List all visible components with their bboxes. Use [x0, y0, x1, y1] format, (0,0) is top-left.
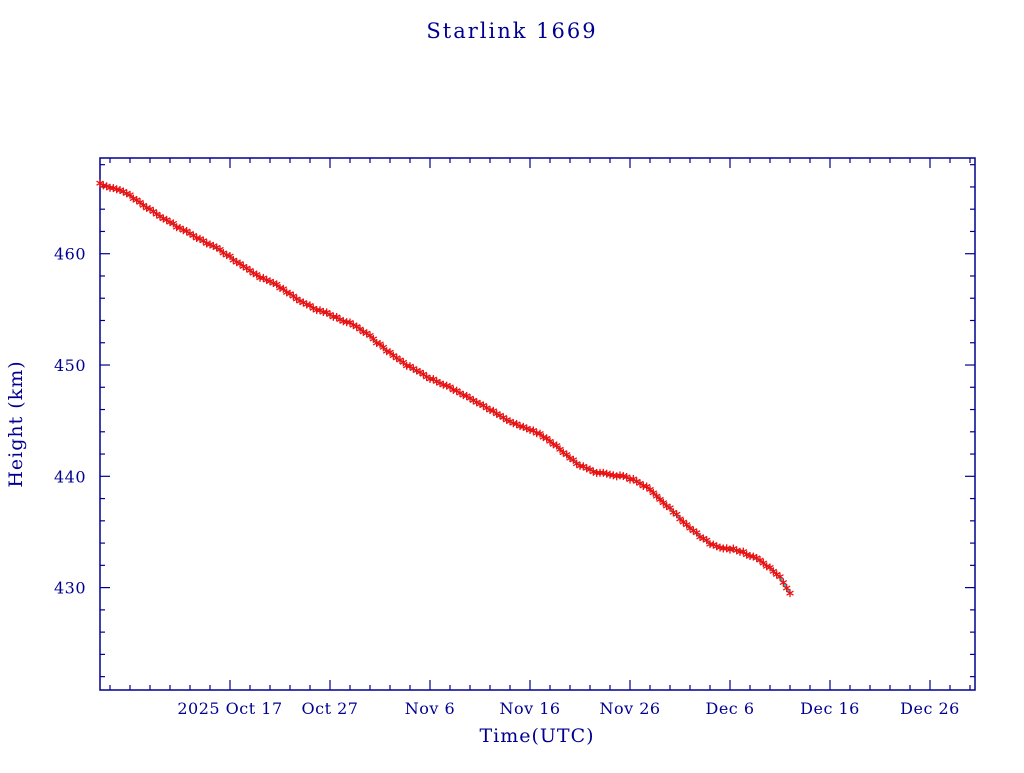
data-point-marker: [546, 437, 554, 446]
data-point-marker: [306, 301, 314, 310]
x-tick-label: Nov 6: [405, 699, 455, 718]
data-point-marker: [542, 434, 551, 443]
data-point-marker: [556, 445, 564, 454]
y-tick-label: 450: [54, 356, 86, 375]
data-point-marker: [776, 572, 784, 581]
data-point-marker: [756, 556, 764, 565]
x-tick-label: Dec 6: [705, 699, 754, 718]
data-point-marker: [759, 559, 768, 568]
chart-title: Starlink 1669: [426, 19, 597, 43]
data-point-marker: [419, 370, 428, 379]
data-point-marker: [786, 589, 794, 598]
data-point-marker: [739, 547, 748, 556]
x-tick-label: Dec 16: [800, 699, 860, 718]
data-point-marker: [679, 518, 688, 527]
data-point-marker: [399, 358, 408, 367]
data-point-marker: [246, 266, 254, 275]
data-point-marker: [289, 292, 298, 301]
data-point-marker: [676, 514, 684, 523]
x-tick-label: Oct 27: [302, 699, 359, 718]
data-point-marker: [782, 584, 791, 593]
x-tick-label: Dec 26: [900, 699, 960, 718]
y-axis-label: Height (km): [5, 360, 27, 487]
data-point-marker: [136, 198, 144, 207]
data-point-marker: [649, 488, 658, 497]
data-point-marker: [279, 284, 288, 293]
data-point-marker: [779, 578, 788, 587]
data-point-marker: [562, 450, 571, 459]
data-point-marker: [199, 236, 208, 245]
x-tick-label: 2025 Oct 17: [177, 699, 282, 718]
data-point-marker: [149, 207, 158, 216]
data-point-marker: [272, 280, 281, 289]
data-point-marker: [376, 339, 384, 348]
data-point-marker: [386, 348, 394, 357]
data-point-marker: [126, 190, 134, 199]
data-point-marker: [169, 219, 178, 228]
data-point-marker: [366, 331, 374, 340]
data-point-marker: [346, 318, 354, 327]
y-tick-label: 440: [54, 467, 86, 486]
data-point-marker: [216, 245, 224, 254]
data-point-marker: [236, 259, 244, 268]
data-point-marker: [642, 482, 651, 491]
plot-border: [99, 157, 976, 691]
x-axis-label: Time(UTC): [479, 725, 594, 747]
plot-area: 2025 Oct 17 Oct 27 Nov 6 Nov 16 Nov 26 Dec 6 D…: [54, 157, 976, 718]
data-point-marker: [489, 406, 498, 415]
data-point-marker: [646, 485, 654, 494]
data-point-marker: [529, 426, 538, 435]
x-tick-label: Nov 26: [599, 699, 660, 718]
y-tick-label: 460: [54, 245, 86, 264]
data-point-marker: [536, 429, 544, 438]
data-point-marker: [656, 495, 664, 504]
data-point-marker: [569, 455, 578, 464]
x-tick-label: Nov 16: [499, 699, 560, 718]
data-point-marker: [552, 441, 561, 450]
y-tick-label: 430: [54, 579, 86, 598]
data-point-marker: [652, 492, 661, 501]
data-point-marker: [659, 498, 668, 507]
data-point-marker: [252, 270, 261, 279]
data-point-marker: [769, 567, 778, 576]
data-point-marker: [682, 520, 691, 529]
data-point-marker: [446, 382, 454, 391]
data-point-marker: [356, 325, 364, 334]
